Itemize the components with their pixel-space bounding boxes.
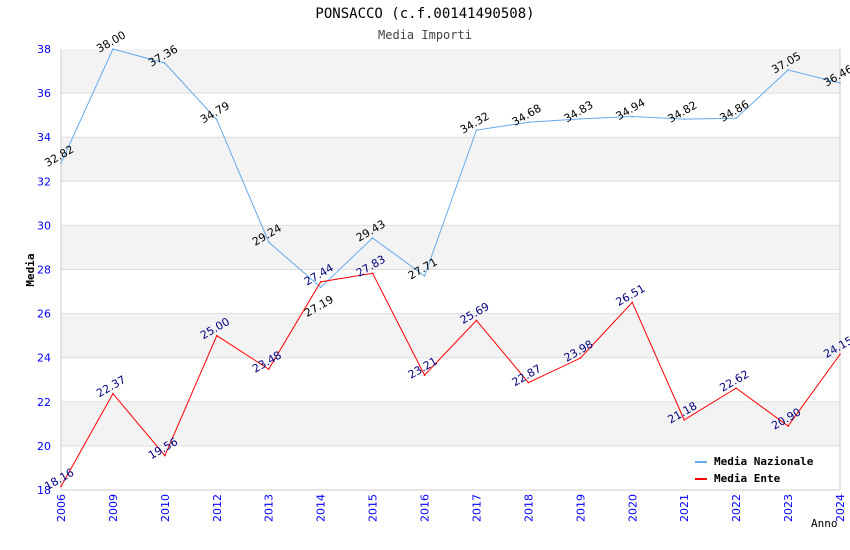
x-tick-label: 2016 bbox=[419, 494, 432, 522]
y-tick-label: 28 bbox=[37, 264, 51, 277]
data-point bbox=[787, 425, 789, 427]
y-tick-label: 36 bbox=[37, 87, 51, 100]
x-tick-label: 2018 bbox=[522, 494, 535, 522]
data-point bbox=[423, 374, 426, 376]
data-point bbox=[475, 319, 478, 322]
y-tick-label: 18 bbox=[37, 484, 51, 497]
data-point bbox=[839, 82, 841, 84]
data-point bbox=[267, 368, 270, 370]
x-tick-label: 2021 bbox=[678, 494, 691, 522]
x-tick-label: 2010 bbox=[159, 494, 172, 522]
y-tick-label: 34 bbox=[37, 131, 51, 144]
grid-band bbox=[61, 137, 840, 182]
data-point bbox=[475, 129, 478, 131]
x-tick-label: 2015 bbox=[367, 494, 380, 522]
data-point bbox=[527, 381, 530, 384]
y-tick-label: 32 bbox=[37, 175, 51, 188]
x-tick-label: 2024 bbox=[834, 494, 847, 522]
data-point bbox=[112, 392, 114, 395]
data-point bbox=[267, 241, 270, 243]
series-line-ente bbox=[60, 272, 841, 487]
data-point bbox=[60, 162, 62, 165]
y-tick-label: 24 bbox=[37, 352, 51, 365]
x-tick-label: 2023 bbox=[782, 494, 795, 522]
y-tick-label: 26 bbox=[37, 308, 51, 321]
data-point bbox=[319, 281, 322, 283]
legend-label-ente: Media Ente bbox=[714, 472, 781, 485]
chart-subtitle: Media Importi bbox=[378, 28, 472, 42]
x-tick-label: 2006 bbox=[55, 494, 68, 522]
data-point bbox=[631, 115, 634, 118]
data-point bbox=[60, 485, 62, 488]
data-point bbox=[112, 48, 114, 50]
x-tick-label: 2013 bbox=[263, 494, 276, 522]
x-tick-label: 2022 bbox=[730, 494, 743, 522]
data-point bbox=[319, 286, 322, 289]
x-tick-label: 2014 bbox=[315, 494, 328, 522]
grid-band bbox=[61, 225, 840, 270]
data-point bbox=[164, 454, 166, 457]
data-point bbox=[579, 118, 582, 120]
series-line-nazionale bbox=[60, 48, 841, 289]
chart-title: PONSACCO (c.f.00141490508) bbox=[315, 6, 534, 22]
grid-band bbox=[61, 269, 840, 314]
y-tick-label: 30 bbox=[37, 219, 51, 232]
legend-label-nazionale: Media Nazionale bbox=[714, 455, 814, 468]
data-point bbox=[683, 118, 685, 120]
x-tick-label: 2017 bbox=[470, 494, 483, 522]
data-point bbox=[735, 387, 737, 389]
y-axis-label: Media bbox=[24, 253, 37, 286]
data-point bbox=[371, 237, 374, 239]
x-tick-label: 2012 bbox=[211, 494, 224, 522]
data-point bbox=[787, 69, 789, 71]
grid-band bbox=[61, 401, 840, 446]
data-point bbox=[216, 334, 218, 337]
grid-band bbox=[61, 49, 840, 94]
data-point bbox=[839, 353, 841, 356]
x-tick-label: 2020 bbox=[626, 494, 639, 522]
y-tick-label: 38 bbox=[37, 43, 51, 56]
grid-band bbox=[61, 313, 840, 358]
x-axis-label: Anno bbox=[811, 517, 838, 530]
data-point bbox=[683, 419, 685, 421]
x-tick-label: 2009 bbox=[107, 494, 120, 522]
data-point bbox=[579, 357, 582, 359]
legend: Media Nazionale Media Ente bbox=[690, 450, 830, 486]
data-point bbox=[527, 121, 530, 124]
grid-band bbox=[61, 93, 840, 138]
data-point bbox=[423, 275, 426, 277]
data-point bbox=[631, 301, 634, 304]
data-point bbox=[735, 117, 737, 120]
y-tick-label: 22 bbox=[37, 396, 51, 409]
data-point bbox=[216, 118, 218, 121]
x-tick-label: 2019 bbox=[574, 494, 587, 522]
data-point bbox=[371, 272, 374, 275]
y-tick-label: 20 bbox=[37, 440, 51, 453]
data-point bbox=[164, 62, 166, 64]
